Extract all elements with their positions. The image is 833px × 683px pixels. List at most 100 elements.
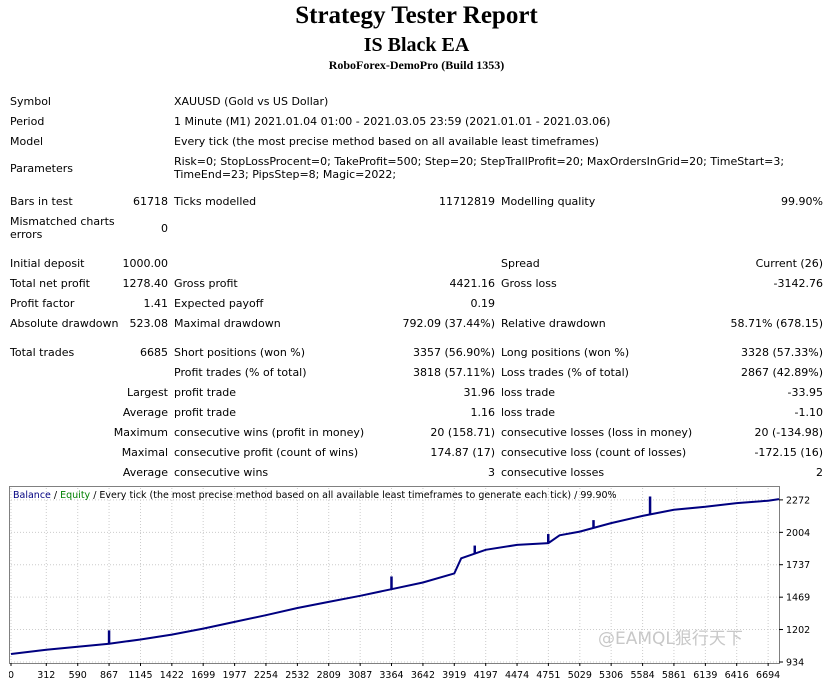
gross-profit-label: Gross profit <box>174 277 238 290</box>
long-positions-value: 3328 (57.33%) <box>740 346 823 359</box>
symbol-value: XAUUSD (Gold vs US Dollar) <box>174 95 329 108</box>
gross-loss-label: Gross loss <box>501 277 557 290</box>
x-tick-label: 0 <box>9 670 14 681</box>
x-tick-label: 1422 <box>160 670 184 681</box>
total-trades-label: Total trades <box>10 346 75 359</box>
avg-cons-wins-value: 3 <box>488 466 495 479</box>
parameters-label: Parameters <box>10 162 73 175</box>
maximal-label: Maximal <box>121 446 168 459</box>
x-tick-label: 2254 <box>254 670 278 681</box>
mismatch-label: Mismatched charts errors <box>10 215 115 241</box>
y-tick-label: 934 <box>786 658 804 669</box>
y-tick-label: 1737 <box>786 560 810 571</box>
profit-trades-label: Profit trades (% of total) <box>174 366 307 379</box>
balance-chart: 934 1202 1469 1737 2004 2272 0 312 590 867 1145 14… <box>9 486 810 681</box>
y-tick-label: 1202 <box>786 625 810 636</box>
rel-drawdown-label: Relative drawdown <box>501 317 606 330</box>
maximal-loss-label: consecutive loss (count of losses) <box>501 446 687 459</box>
profit-factor-label: Profit factor <box>10 297 75 310</box>
abs-drawdown-label: Absolute drawdown <box>10 317 119 330</box>
bars-value: 61718 <box>133 195 168 208</box>
average-profit-label: profit trade <box>174 406 237 419</box>
period-value: 1 Minute (M1) 2021.01.04 01:00 - 2021.03… <box>174 115 611 128</box>
loss-trades-value: 2867 (42.89%) <box>740 366 823 379</box>
largest-loss-label: loss trade <box>501 386 556 399</box>
x-tick-label: 4474 <box>505 670 529 681</box>
initial-deposit-value: 1000.00 <box>122 257 169 270</box>
quality-label: Modelling quality <box>501 195 596 208</box>
maximal-loss-value: -172.15 (16) <box>754 446 823 459</box>
x-tick-label: 4751 <box>536 670 560 681</box>
chart-legend: Balance / Equity / Every tick (the most … <box>13 490 617 501</box>
x-tick-label: 3642 <box>411 670 435 681</box>
largest-profit-value: 31.96 <box>463 386 496 399</box>
expected-payoff-value: 0.19 <box>470 297 496 310</box>
average2-label: Average <box>122 466 168 479</box>
x-tick-label: 1699 <box>191 670 215 681</box>
maximum-label: Maximum <box>113 426 168 439</box>
loss-trades-label: Loss trades (% of total) <box>501 366 629 379</box>
total-trades-value: 6685 <box>140 346 168 359</box>
x-tick-label: 5861 <box>662 670 686 681</box>
profit-factor-value: 1.41 <box>143 297 169 310</box>
largest-label: Largest <box>127 386 168 399</box>
legend-balance: Balance <box>13 490 51 501</box>
x-tick-label: 867 <box>100 670 118 681</box>
initial-deposit-label: Initial deposit <box>10 257 85 270</box>
x-tick-label: 2532 <box>285 670 309 681</box>
series-lines <box>10 496 780 655</box>
x-tick-label: 590 <box>69 670 87 681</box>
x-tick-label: 2809 <box>317 670 341 681</box>
plot-frame <box>9 486 780 664</box>
x-tick-label: 6416 <box>725 670 749 681</box>
rel-drawdown-value: 58.71% (678.15) <box>730 317 823 330</box>
watermark: @EAMQL狠行天下 <box>598 629 743 649</box>
x-tick-label: 1977 <box>223 670 247 681</box>
y-tick-label: 2272 <box>786 495 810 506</box>
expected-payoff-label: Expected payoff <box>174 297 264 310</box>
y-axis-ticks: 934 1202 1469 1737 2004 2272 <box>779 495 810 669</box>
short-positions-label: Short positions (won %) <box>174 346 306 359</box>
legend-equity: Equity <box>60 490 90 501</box>
legend-sep: / <box>51 490 60 501</box>
x-tick-label: 4197 <box>474 670 498 681</box>
ticks-label: Ticks modelled <box>174 195 257 208</box>
max-cons-wins-label: consecutive wins (profit in money) <box>174 426 365 439</box>
y-tick-label: 2004 <box>786 528 810 539</box>
x-axis-ticks: 0 312 590 867 1145 1422 1699 1977 2254 2532 2809 30… <box>9 663 780 681</box>
maximal-profit-value: 174.87 (17) <box>430 446 495 459</box>
spread-value: Current (26) <box>755 257 823 270</box>
max-cons-wins-value: 20 (158.71) <box>430 426 495 439</box>
symbol-label: Symbol <box>10 95 51 108</box>
maximal-profit-label: consecutive profit (count of wins) <box>174 446 359 459</box>
average-profit-value: 1.16 <box>470 406 496 419</box>
x-tick-label: 1145 <box>128 670 152 681</box>
largest-loss-value: -33.95 <box>787 386 823 399</box>
net-profit-value: 1278.40 <box>122 277 169 290</box>
x-tick-label: 3919 <box>442 670 466 681</box>
avg-cons-losses-value: 2 <box>816 466 823 479</box>
ea-name: IS Black EA <box>363 34 470 56</box>
spread-label: Spread <box>501 257 540 270</box>
period-label: Period <box>10 115 45 128</box>
gross-loss-value: -3142.76 <box>773 277 823 290</box>
server-name: RoboForex-DemoPro (Build 1353) <box>328 58 505 72</box>
mismatch-value: 0 <box>161 222 168 235</box>
average-label: Average <box>122 406 168 419</box>
model-label: Model <box>10 135 44 148</box>
balance-line <box>10 498 780 655</box>
max-drawdown-label: Maximal drawdown <box>174 317 281 330</box>
abs-drawdown-value: 523.08 <box>129 317 169 330</box>
avg-cons-wins-label: consecutive wins <box>174 466 269 479</box>
avg-cons-losses-label: consecutive losses <box>501 466 605 479</box>
legend-rest: / Every tick (the most precise method ba… <box>90 490 616 501</box>
ticks-value: 11712819 <box>439 195 495 208</box>
average-loss-value: -1.10 <box>794 406 823 419</box>
max-cons-losses-value: 20 (-134.98) <box>754 426 823 439</box>
average-loss-label: loss trade <box>501 406 556 419</box>
short-positions-value: 3357 (56.90%) <box>412 346 495 359</box>
x-tick-label: 5029 <box>568 670 592 681</box>
gross-profit-value: 4421.16 <box>449 277 496 290</box>
largest-profit-label: profit trade <box>174 386 237 399</box>
y-tick-label: 1469 <box>786 593 810 604</box>
